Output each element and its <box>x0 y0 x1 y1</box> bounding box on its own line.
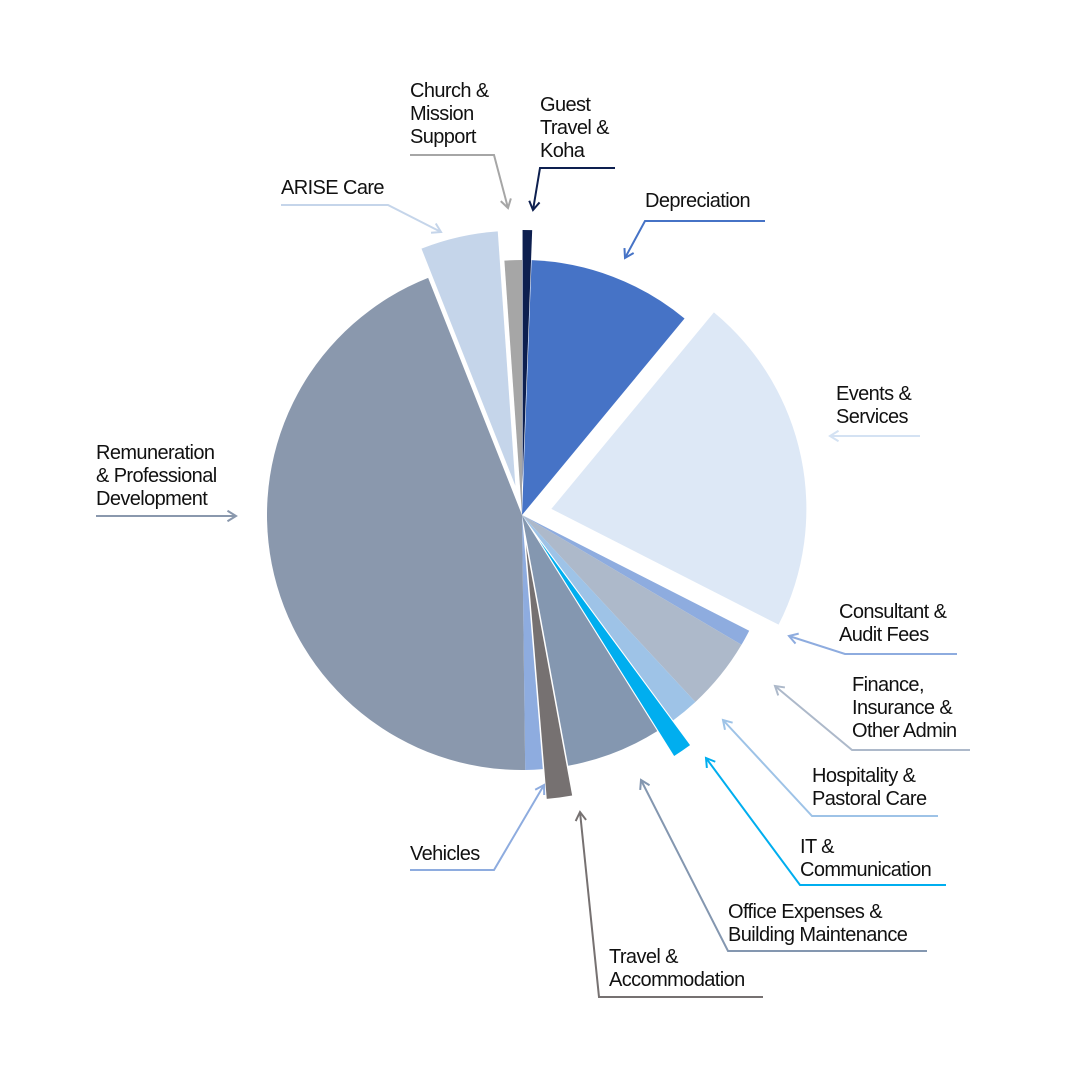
slice-label: Finance, Insurance & Other Admin <box>852 674 957 742</box>
slice-label: Events & Services <box>836 383 912 428</box>
pie-slice <box>525 544 573 799</box>
leader-line <box>705 757 946 886</box>
pie-slice <box>522 515 750 645</box>
leader-line <box>410 154 509 209</box>
pie-slice <box>522 260 685 515</box>
slice-label: Church & Mission Support <box>410 80 490 148</box>
pie-slice <box>551 312 807 625</box>
leader-arrow-icon <box>528 200 541 212</box>
leader-line <box>640 779 927 952</box>
slice-label: Guest Travel & Koha <box>540 94 610 162</box>
leader-arrow-icon <box>828 429 840 443</box>
leader-line <box>281 204 442 233</box>
leader-line <box>579 811 763 998</box>
leader-arrow-icon <box>430 222 443 234</box>
slice-label: Vehicles <box>410 843 480 865</box>
slice-label: IT & Communication <box>800 836 931 881</box>
pie-slice <box>522 515 696 721</box>
slice-label: Office Expenses & Building Maintenance <box>728 901 908 946</box>
slice-label: Consultant & Audit Fees <box>839 601 948 646</box>
pie-slice <box>538 539 691 756</box>
leader-line <box>532 167 615 211</box>
pie-slice <box>504 260 522 515</box>
slice-label: ARISE Care <box>281 177 384 199</box>
leader-line <box>774 685 970 751</box>
slice-label: Depreciation <box>645 190 750 212</box>
leader-arrow-icon <box>704 756 716 769</box>
pie-slice <box>421 231 516 486</box>
slice-label: Remuneration & Professional Development <box>96 442 217 510</box>
slice-label: Hospitality & Pastoral Care <box>812 765 927 810</box>
leader-arrow-icon <box>226 509 238 523</box>
leader-arrow-icon <box>787 632 799 645</box>
leader-arrow-icon <box>623 247 635 260</box>
slice-label: Travel & Accommodation <box>609 946 745 991</box>
pie-slice <box>522 515 543 770</box>
leader-arrow-icon <box>721 718 733 731</box>
pie-slice <box>522 515 658 766</box>
slice-labels: Guest Travel & Koha Depreciation Events & Ser… <box>96 80 957 991</box>
leader-line <box>410 784 545 871</box>
leader-arrow-icon <box>773 684 786 696</box>
leader-line <box>722 719 938 817</box>
pie-slice <box>522 515 742 702</box>
leader-line <box>624 220 765 259</box>
leader-arrow-icon <box>574 810 587 822</box>
pie-slice <box>266 277 526 770</box>
leader-arrow-icon <box>500 198 512 210</box>
leader-arrow-icon <box>639 778 651 791</box>
leader-line <box>788 635 957 655</box>
pie-slice <box>522 230 533 486</box>
leader-arrow-icon <box>534 783 546 796</box>
leader-lines <box>96 154 970 998</box>
pie-slices <box>266 230 807 799</box>
